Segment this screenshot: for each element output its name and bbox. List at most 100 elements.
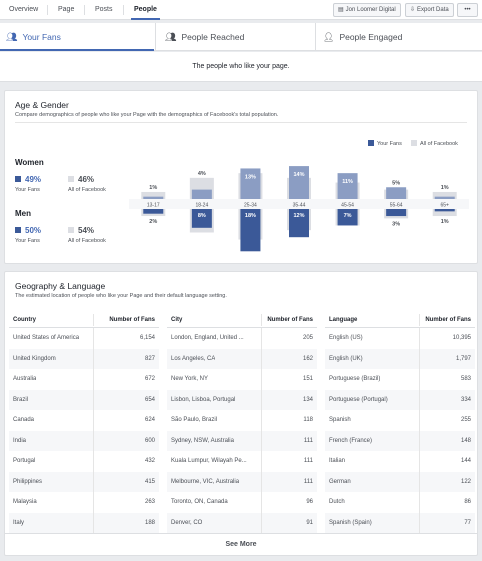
column-divider [93, 328, 94, 349]
men-fans-label: Your Fans [15, 238, 40, 244]
column-divider [419, 389, 420, 410]
table-cell-count: 205 [302, 335, 313, 341]
men-fans-swatch [15, 227, 21, 233]
legend-all-facebook: All of Facebook [411, 140, 458, 147]
table-row: London, England, United ... 205 [167, 328, 317, 349]
women-pct-label: 1% [149, 185, 157, 191]
fans-men-bar [289, 209, 309, 238]
table-cell-count: 111 [303, 437, 313, 444]
table-cell-name: Brazil [13, 396, 29, 403]
column-divider [261, 492, 262, 513]
table-cell-count: 1,797 [455, 355, 471, 362]
men-pct-label: 8% [198, 213, 206, 219]
table-cell-count: 148 [460, 437, 471, 444]
column-divider [419, 512, 420, 533]
fans-women-bar [143, 196, 164, 199]
age-axis-band [129, 199, 469, 209]
column-divider [419, 451, 420, 472]
city-header: City [171, 317, 183, 323]
column-divider [261, 451, 262, 472]
table-row: Brazil 654 [9, 389, 159, 410]
tab-your-fans[interactable]: 👥︎ Your Fans [6, 23, 61, 51]
men-fans-pct-value: 50% [25, 226, 42, 235]
see-more-button[interactable]: See More [5, 533, 477, 555]
column-divider [93, 369, 94, 390]
table-cell-count: 86 [464, 499, 471, 505]
table-cell-name: Toronto, ON, Canada [171, 499, 228, 505]
table-cell-name: Portuguese (Portugal) [329, 396, 388, 403]
divider [15, 122, 467, 123]
more-options-button[interactable]: ••• [457, 3, 478, 17]
tab-people-engaged[interactable]: 👤︎ People Engaged [323, 23, 402, 51]
age-tick-label: 18-24 [195, 203, 208, 209]
page-selector-button[interactable]: ▤ Jon Loomer Digital [333, 3, 401, 17]
table-row: Los Angeles, CA 162 [167, 348, 317, 369]
men-summary: Men [15, 209, 31, 218]
column-divider [93, 492, 94, 513]
legend-swatch-all [411, 140, 417, 146]
tab-overview[interactable]: Overview [9, 6, 39, 13]
tab-page[interactable]: Page [58, 6, 75, 13]
tab-divider [155, 23, 156, 51]
table-row: Portugal 432 [9, 451, 159, 472]
table-cell-name: Italy [13, 519, 25, 526]
city-table: City Number of Fans London, England, Uni… [167, 312, 317, 533]
top-nav: Overview Page Posts People ▤ Jon Loomer D… [0, 0, 482, 20]
fans-women-bar [434, 196, 455, 199]
column-divider [93, 410, 94, 431]
table-cell-name: Malaysia [13, 499, 37, 505]
table-row: India 600 [9, 430, 159, 451]
geo-title: Geography & Language [15, 281, 106, 291]
table-cell-name: Australia [13, 376, 37, 382]
women-all-swatch [68, 176, 74, 182]
table-row: São Paulo, Brazil 118 [167, 410, 317, 431]
tab-people[interactable]: People [131, 0, 160, 20]
column-divider [261, 328, 262, 349]
men-label: Men [15, 209, 31, 218]
tab-separator [84, 5, 85, 15]
table-cell-count: 111 [303, 458, 313, 464]
age-tick-label: 25-34 [244, 203, 257, 209]
table-row: Melbourne, VIC, Australia 111 [167, 471, 317, 492]
table-cell-count: 122 [460, 478, 471, 485]
column-divider [93, 348, 94, 369]
table-cell-name: Dutch [329, 499, 345, 505]
language-count-header: Number of Fans [425, 317, 471, 323]
table-cell-count: 432 [144, 458, 155, 464]
column-divider [93, 471, 94, 492]
table-row: United Kingdom 827 [9, 348, 159, 369]
tab-separator [123, 5, 124, 15]
fans-women-bar [240, 168, 261, 199]
women-pct-label: 14% [293, 172, 304, 178]
table-cell-count: 415 [144, 478, 155, 485]
tab-your-fans-label: Your Fans [22, 32, 61, 42]
tab-posts[interactable]: Posts [95, 6, 113, 13]
tab-people-reached[interactable]: 👥︎ People Reached [165, 23, 244, 51]
table-row: English (UK) 1,797 [325, 348, 475, 369]
women-all-pct: 46% [68, 175, 94, 184]
country-rows: United States of America 6,154 United King… [9, 328, 159, 533]
women-all-label: All of Facebook [68, 187, 106, 193]
city-rows: London, England, United ... 205 Los Angele… [167, 328, 317, 533]
legend-all-label: All of Facebook [420, 141, 458, 147]
table-row: Lisbon, Lisboa, Portugal 134 [167, 389, 317, 410]
tab-divider [315, 23, 316, 51]
women-fans-pct-value: 49% [25, 175, 42, 184]
table-cell-count: 188 [144, 519, 155, 526]
women-fans-swatch [15, 176, 21, 182]
table-row: Australia 672 [9, 369, 159, 390]
men-all-pct-value: 54% [78, 226, 95, 235]
geo-language-card: Geography & Language The estimated locat… [4, 271, 478, 556]
men-pct-label: 3% [392, 221, 400, 227]
table-cell-name: Kuala Lumpur, Wilayah Pe... [171, 458, 247, 464]
table-cell-name: English (UK) [329, 355, 363, 362]
age-gender-title: Age & Gender [15, 100, 69, 110]
table-cell-count: 151 [302, 376, 313, 382]
women-pct-label: 11% [342, 179, 353, 185]
fans-men-bar [337, 209, 358, 226]
column-divider [419, 348, 420, 369]
export-data-button[interactable]: ⇩ Export Data [405, 3, 454, 17]
women-all-pct-value: 46% [78, 175, 95, 184]
audience-tabs: 👥︎ Your Fans 👥︎ People Reached 👤︎ People En… [0, 23, 482, 51]
page-subtitle: The people who like your page. [0, 52, 482, 82]
